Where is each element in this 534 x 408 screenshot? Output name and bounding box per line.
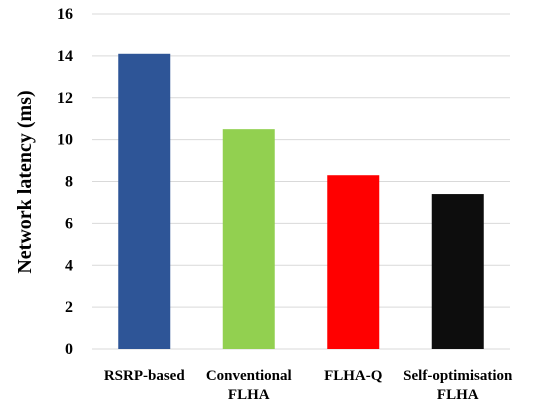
y-tick-labels: 0 2 4 6 8 10 12 14 16	[57, 6, 73, 358]
x-category-label: Conventional FLHA	[206, 368, 292, 403]
x-category-label-line: Self-optimisation	[403, 368, 513, 384]
bar	[118, 53, 171, 349]
y-axis-title: Network latency (ms)	[14, 90, 36, 273]
x-category-label-line: Conventional	[206, 368, 292, 384]
y-tick-label: 16	[57, 6, 73, 23]
y-tick-label: 2	[65, 299, 73, 316]
bar	[431, 194, 484, 349]
y-tick-label: 12	[57, 90, 73, 107]
x-category-label: RSRP-based	[104, 368, 186, 384]
y-tick-label: 10	[57, 132, 73, 149]
bar	[327, 175, 380, 349]
y-tick-label: 6	[65, 215, 73, 232]
bars	[118, 53, 484, 349]
y-tick-label: 14	[57, 48, 73, 65]
y-tick-label: 4	[65, 257, 73, 274]
x-category-label-line: FLHA	[437, 387, 479, 403]
category-labels: RSRP-based Conventional FLHA FLHA-Q Self-opt…	[104, 368, 513, 403]
x-category-label-line: FLHA	[228, 387, 270, 403]
x-category-label-line: RSRP-based	[104, 368, 186, 384]
x-category-label: Self-optimisation FLHA	[403, 368, 513, 403]
y-tick-label: 8	[65, 174, 73, 191]
x-category-label-line: FLHA-Q	[324, 368, 383, 384]
x-category-label: FLHA-Q	[324, 368, 383, 384]
bar	[222, 129, 275, 349]
y-tick-label: 0	[65, 341, 73, 358]
